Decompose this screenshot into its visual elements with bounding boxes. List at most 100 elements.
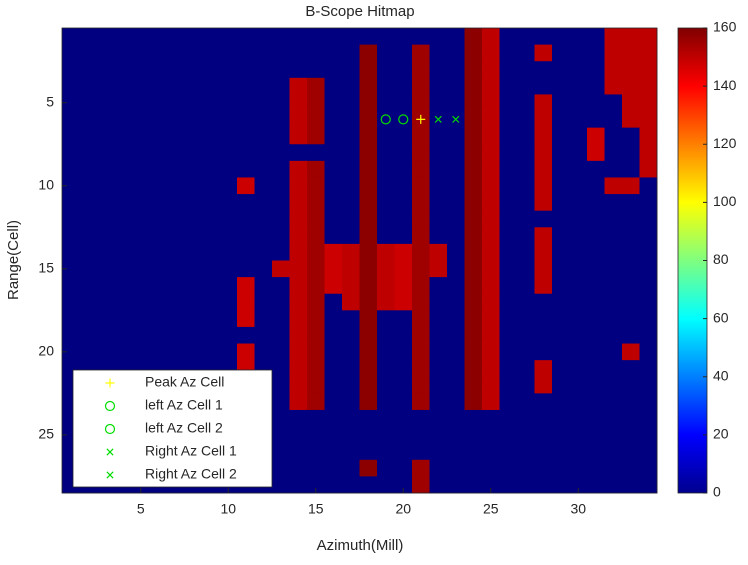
heat-cell (394, 443, 413, 461)
heat-cell (167, 61, 185, 79)
heat-cell (132, 28, 150, 46)
heat-cell (359, 177, 378, 195)
heat-cell (534, 459, 553, 477)
heat-cell (639, 459, 658, 477)
heat-cell (324, 376, 343, 394)
heat-cell (342, 326, 360, 344)
heat-cell (202, 194, 220, 212)
heat-cell (482, 243, 500, 261)
heat-cell (464, 111, 483, 129)
heat-cell (377, 111, 395, 129)
heat-cell (167, 326, 185, 344)
heat-cell (342, 426, 360, 444)
heat-cell (394, 127, 413, 145)
heat-cell (552, 293, 570, 311)
legend-label: left Az Cell 2 (145, 420, 223, 436)
heat-cell (429, 177, 448, 195)
heat-cell (447, 61, 465, 79)
heat-cell (272, 160, 290, 178)
heat-cell (499, 111, 518, 129)
heat-cell (552, 127, 570, 145)
heat-cell (482, 94, 500, 112)
heat-cell (359, 77, 378, 95)
heat-cell (622, 194, 640, 212)
heat-cell (447, 227, 465, 245)
x-tick-label: 25 (483, 501, 499, 517)
heat-cell (149, 177, 168, 195)
heat-cell (429, 144, 448, 162)
heat-cell (587, 310, 605, 328)
heat-cell (499, 194, 518, 212)
heat-cell (429, 310, 448, 328)
heat-cell (324, 443, 343, 461)
heat-cell (237, 94, 255, 112)
marker (434, 115, 442, 123)
heat-cell (167, 77, 185, 95)
heat-cell (499, 144, 518, 162)
heat-cell (79, 343, 98, 361)
heat-cell (429, 194, 448, 212)
heat-cell (482, 409, 500, 427)
heat-cell (429, 393, 448, 411)
heat-cell (517, 343, 535, 361)
heat-cell (62, 111, 80, 129)
heat-cell (604, 210, 623, 228)
heat-cell (447, 409, 465, 427)
heat-cell (62, 310, 80, 328)
heat-cell (464, 376, 483, 394)
heat-cell (412, 28, 430, 46)
heat-cell (342, 28, 360, 46)
heat-cell (499, 243, 518, 261)
marker-stroke (106, 471, 114, 479)
heat-cell (429, 77, 448, 95)
heat-cell (464, 210, 483, 228)
heat-cell (272, 94, 290, 112)
colorbar-tick-label: 100 (713, 193, 737, 209)
heat-cell (552, 194, 570, 212)
heat-cell (359, 360, 378, 378)
heat-cell (622, 243, 640, 261)
heat-cell (272, 326, 290, 344)
heat-cell (167, 210, 185, 228)
heat-cell (219, 127, 238, 145)
heat-cell (219, 277, 238, 295)
heat-cell (132, 260, 150, 278)
heat-cell (237, 343, 255, 361)
heat-cell (377, 343, 395, 361)
heat-cell (464, 77, 483, 95)
heat-cell (237, 243, 255, 261)
heat-cell (307, 210, 325, 228)
heat-cell (202, 111, 220, 129)
heat-cell (307, 243, 325, 261)
heat-cell (307, 393, 325, 411)
heat-cell (377, 277, 395, 295)
heat-cell (534, 476, 553, 494)
heat-cell (552, 459, 570, 477)
heat-cell (272, 409, 290, 427)
heat-cell (622, 293, 640, 311)
heat-cell (149, 310, 168, 328)
heat-cell (324, 210, 343, 228)
heat-cell (237, 111, 255, 129)
heat-cell (289, 260, 308, 278)
heat-cell (464, 310, 483, 328)
heat-cell (499, 44, 518, 62)
heat-cell (604, 393, 623, 411)
heat-cell (534, 160, 553, 178)
heat-cell (534, 144, 553, 162)
heat-cell (552, 44, 570, 62)
heat-cell (587, 476, 605, 494)
heat-cell (587, 44, 605, 62)
heat-cell (394, 227, 413, 245)
heat-cell (604, 426, 623, 444)
heat-cell (412, 426, 430, 444)
heat-cell (517, 310, 535, 328)
heat-cell (289, 409, 308, 427)
heat-cell (97, 210, 115, 228)
heat-cell (464, 260, 483, 278)
heat-cell (587, 77, 605, 95)
heat-cell (359, 44, 378, 62)
heat-cell (534, 409, 553, 427)
heat-cell (534, 194, 553, 212)
